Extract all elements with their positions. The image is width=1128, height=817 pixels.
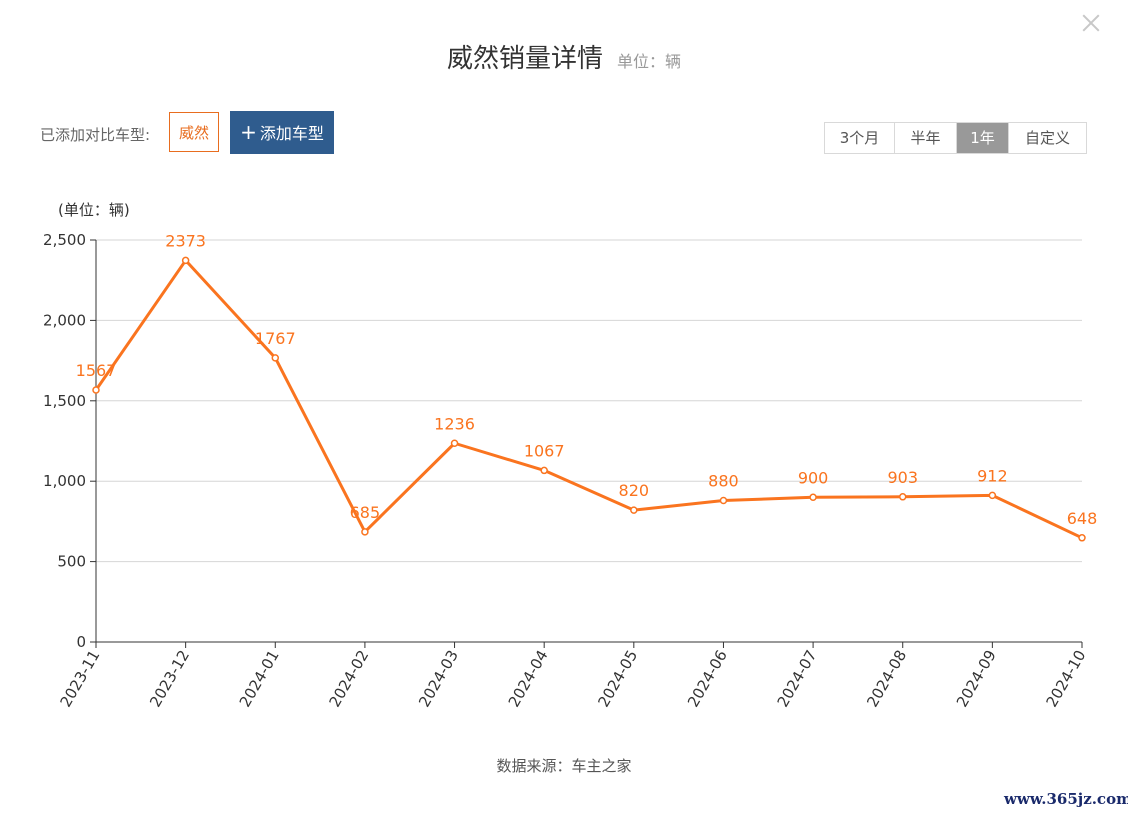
data-point — [540, 466, 548, 475]
plus-icon: + — [240, 120, 257, 144]
x-tick-label: 2024-08 — [863, 647, 910, 710]
data-label: 903 — [887, 468, 918, 487]
data-point — [450, 439, 459, 448]
data-label: 1236 — [434, 414, 475, 433]
data-point — [719, 496, 728, 505]
data-label: 648 — [1067, 509, 1098, 528]
data-point — [809, 493, 817, 502]
data-label: 912 — [977, 466, 1008, 485]
data-point — [181, 256, 190, 265]
model-tag[interactable]: 威然 — [169, 112, 219, 152]
y-tick-label: 0 — [76, 633, 86, 651]
y-tick-label: 500 — [57, 553, 86, 571]
axis-layer: 0 500 1,000 1,500 2,000 2,500 2023-11 2023-12 20… — [43, 231, 1089, 710]
tab-custom[interactable]: 自定义 — [1008, 123, 1086, 153]
add-model-button[interactable]: + 添加车型 — [230, 111, 334, 154]
x-tick-label: 2024-04 — [505, 647, 552, 710]
x-tick-label: 2024-06 — [684, 647, 731, 710]
data-label: 1067 — [524, 441, 565, 460]
data-label: 900 — [798, 468, 829, 487]
x-tick-label: 2023-11 — [57, 647, 104, 710]
data-label: 1567 — [76, 361, 117, 380]
data-point — [630, 506, 638, 514]
tab-3-months[interactable]: 3个月 — [839, 129, 880, 147]
data-label: 1767 — [255, 329, 296, 348]
data-point — [898, 493, 907, 501]
data-point — [92, 386, 100, 394]
y-tick-label: 2,000 — [43, 311, 86, 329]
add-model-label: 添加车型 — [259, 124, 324, 143]
x-tick-label: 2024-01 — [236, 647, 283, 710]
series-line — [94, 258, 1083, 540]
range-tabs: 3个月 半年 1年 自定义 — [824, 122, 1087, 154]
x-tick-label: 2023-12 — [146, 647, 193, 710]
data-point — [988, 491, 997, 500]
unit-label: 单位：辆 — [617, 52, 682, 71]
data-label: 2373 — [165, 231, 206, 250]
data-label: 820 — [619, 481, 650, 500]
x-tick-label: 2024-09 — [953, 647, 1000, 710]
watermark-url: www.365jz.com — [1004, 790, 1128, 808]
x-tick-label: 2024-10 — [1043, 647, 1090, 710]
data-label: 685 — [350, 503, 381, 522]
dialog-header: 威然销量详情 单位：辆 — [0, 38, 1128, 75]
y-tick-label: 1,500 — [43, 392, 86, 410]
compare-label: 已添加对比车型: — [40, 126, 151, 144]
y-unit-label: (单位：辆) — [58, 201, 130, 219]
x-tick-label: 2024-03 — [415, 647, 462, 710]
tab-1-year[interactable]: 1年 — [956, 123, 1008, 153]
tab-half-year[interactable]: 半年 — [894, 123, 956, 153]
data-point — [361, 528, 369, 536]
y-tick-label: 1,000 — [43, 472, 86, 490]
x-tick-label: 2024-02 — [325, 647, 372, 710]
y-tick-label: 2,500 — [43, 231, 86, 249]
data-source: 数据来源：车主之家 — [496, 757, 632, 775]
data-point — [1078, 534, 1086, 542]
data-label-layer: 1567 2373 1767 685 1236 1067 820 880 900 903 912 64… — [76, 231, 1098, 527]
x-tick-label: 2024-07 — [774, 647, 821, 710]
grid-layer — [96, 239, 1082, 563]
data-label: 880 — [708, 471, 739, 490]
x-tick-label: 2024-05 — [594, 647, 641, 710]
series-layer — [92, 256, 1086, 542]
data-point — [271, 354, 280, 362]
page-title: 威然销量详情 — [446, 44, 603, 74]
